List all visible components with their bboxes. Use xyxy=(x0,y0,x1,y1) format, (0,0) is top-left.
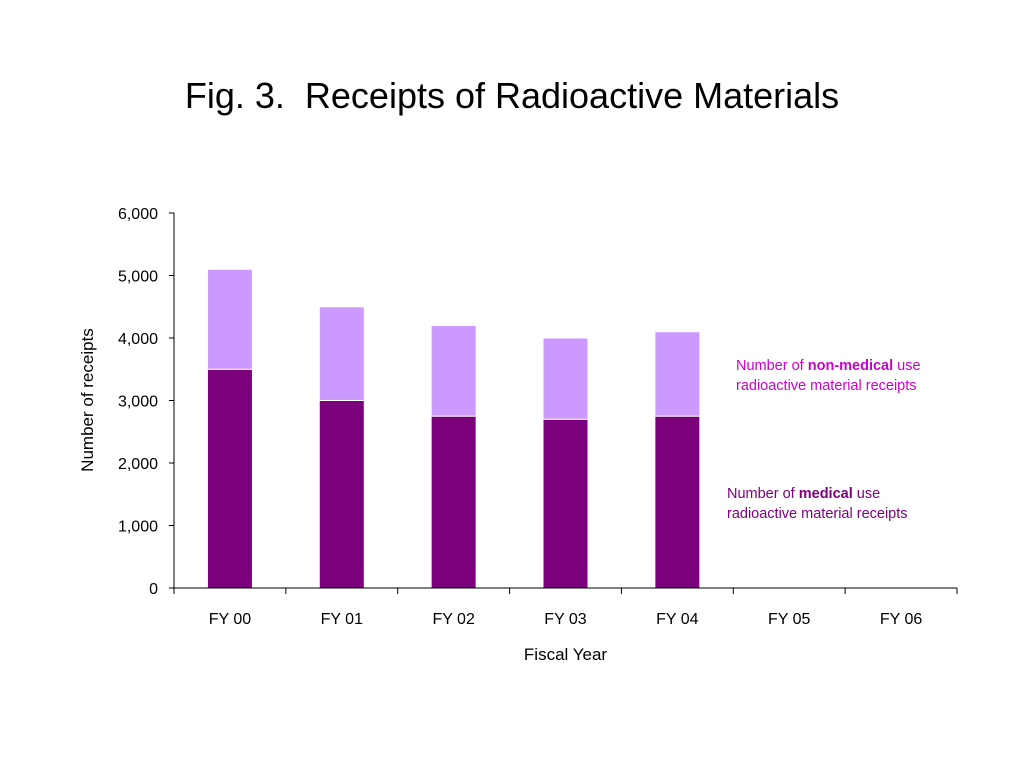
y-axis-title: Number of receipts xyxy=(78,328,97,472)
bar-non-medical xyxy=(318,306,365,401)
x-tick-label: FY 02 xyxy=(432,611,475,628)
medical-annotation: Number of medical use radioactive materi… xyxy=(727,484,908,524)
non-medical-annotation-suffix: use xyxy=(893,358,921,374)
non-medical-annotation-prefix: Number of xyxy=(736,358,808,374)
x-tick-label: FY 06 xyxy=(880,611,923,628)
non-medical-annotation: Number of non-medical use radioactive ma… xyxy=(736,356,921,396)
x-tick-label: FY 01 xyxy=(321,611,364,628)
chart-title: Fig. 3. Receipts of Radioactive Material… xyxy=(184,75,840,116)
x-tick-label: FY 03 xyxy=(544,611,587,628)
y-tick-label: 1,000 xyxy=(118,519,158,536)
medical-annotation-bold: medical xyxy=(798,486,853,502)
bars-layer xyxy=(206,268,701,589)
medical-annotation-line2: radioactive material receipts xyxy=(727,506,908,522)
bar-non-medical xyxy=(654,331,701,417)
x-tick-label: FY 00 xyxy=(209,611,252,628)
x-axis-title: Fiscal Year xyxy=(524,645,607,664)
bar-medical xyxy=(542,418,589,589)
y-tick-label: 3,000 xyxy=(118,394,158,411)
bar-non-medical xyxy=(542,337,589,420)
medical-annotation-prefix: Number of xyxy=(727,486,799,502)
y-tick-label: 5,000 xyxy=(118,269,158,286)
bar-medical xyxy=(318,400,365,589)
ticks-layer: 0 1,000 2,000 3,000 4,000 5,000 6,000 FY 00 FY 0… xyxy=(118,206,958,628)
non-medical-annotation-bold: non-medical xyxy=(807,358,894,374)
non-medical-annotation-line2: radioactive material receipts xyxy=(736,378,917,394)
y-tick-label: 4,000 xyxy=(118,331,158,348)
bar-non-medical xyxy=(206,268,253,370)
y-tick-label: 0 xyxy=(149,581,158,598)
x-tick-label: FY 04 xyxy=(656,611,699,628)
y-tick-label: 2,000 xyxy=(118,456,158,473)
bar-medical xyxy=(206,368,253,589)
bar-medical xyxy=(430,415,477,589)
x-tick-label: FY 05 xyxy=(768,611,811,628)
y-tick-label: 6,000 xyxy=(118,206,158,223)
medical-annotation-suffix: use xyxy=(852,486,881,502)
bar-medical xyxy=(654,415,701,589)
bar-non-medical xyxy=(430,325,477,417)
